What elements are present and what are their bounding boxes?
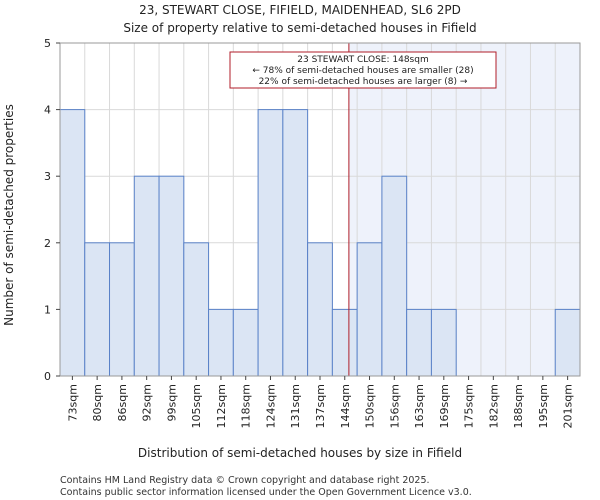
x-tick-label: 169sqm	[438, 384, 451, 428]
x-tick-label: 150sqm	[364, 384, 377, 428]
x-tick-label: 99sqm	[165, 384, 178, 421]
footer-line-1: Contains HM Land Registry data © Crown c…	[60, 475, 430, 486]
bars-layer	[59, 109, 581, 377]
x-tick-label: 73sqm	[66, 384, 79, 421]
bar-169sqm	[430, 308, 457, 377]
bar-112sqm	[208, 308, 234, 377]
x-tick-label: 118sqm	[240, 384, 253, 428]
annotation-line-1: 23 STEWART CLOSE: 148sqm	[297, 55, 428, 65]
x-tick-label: 163sqm	[413, 384, 426, 428]
footer-line-2: Contains public sector information licen…	[60, 487, 472, 498]
y-tick-label: 0	[44, 370, 51, 383]
bar-144sqm	[331, 308, 358, 377]
y-tick-label: 2	[44, 237, 51, 250]
bar-163sqm	[406, 308, 432, 377]
bar-86sqm	[109, 242, 135, 377]
annotation-line-2: ← 78% of semi-detached houses are smalle…	[252, 66, 473, 76]
x-tick-label: 124sqm	[264, 384, 277, 428]
x-tick-label: 86sqm	[116, 384, 129, 421]
bar-201sqm	[554, 308, 581, 377]
y-tick-label: 3	[44, 170, 51, 183]
annotation-box	[229, 51, 497, 89]
bar-137sqm	[307, 242, 333, 377]
annotation: 23 STEWART CLOSE: 148sqm ← 78% of semi-d…	[229, 51, 497, 89]
y-tick-label: 5	[44, 37, 51, 50]
chart-subtitle: Size of property relative to semi-detach…	[123, 21, 476, 35]
x-axis-label: Distribution of semi-detached houses by …	[138, 446, 462, 460]
x-tick-label: 112sqm	[215, 384, 228, 428]
bar-156sqm	[381, 175, 408, 377]
x-tick-label: 156sqm	[388, 384, 401, 428]
y-tick-label: 4	[44, 104, 51, 117]
bar-73sqm	[59, 109, 86, 377]
x-tick-label: 175sqm	[463, 384, 476, 428]
bar-80sqm	[84, 242, 111, 377]
axes-layer: 0 1 2 3 4 5 73sqm 80sqm 86sqm 92sqm 99sqm 105sqm 112…	[44, 37, 581, 428]
annotation-line-3: 22% of semi-detached houses are larger (…	[259, 77, 468, 87]
bar-131sqm	[282, 109, 309, 377]
x-tick-label: 92sqm	[141, 384, 154, 421]
x-tick-label: 137sqm	[314, 384, 327, 428]
bar-99sqm	[158, 175, 185, 377]
chart-title: 23, STEWART CLOSE, FIFIELD, MAIDENHEAD, …	[139, 3, 461, 17]
x-tick-label: 105sqm	[190, 384, 203, 428]
y-axis-label: Number of semi-detached properties	[2, 104, 16, 326]
bar-150sqm	[356, 242, 383, 377]
bar-92sqm	[133, 175, 160, 377]
x-tick-label: 144sqm	[339, 384, 352, 428]
bar-118sqm	[232, 308, 259, 377]
x-tick-label: 131sqm	[289, 384, 302, 428]
x-tick-label: 80sqm	[91, 384, 104, 421]
x-tick-label: 201sqm	[562, 384, 575, 428]
x-tick-label: 195sqm	[537, 384, 550, 428]
y-tick-label: 1	[44, 303, 51, 316]
x-tick-label: 182sqm	[487, 384, 500, 428]
bar-105sqm	[183, 242, 210, 377]
bar-124sqm	[257, 109, 284, 377]
x-tick-label: 188sqm	[512, 384, 525, 428]
